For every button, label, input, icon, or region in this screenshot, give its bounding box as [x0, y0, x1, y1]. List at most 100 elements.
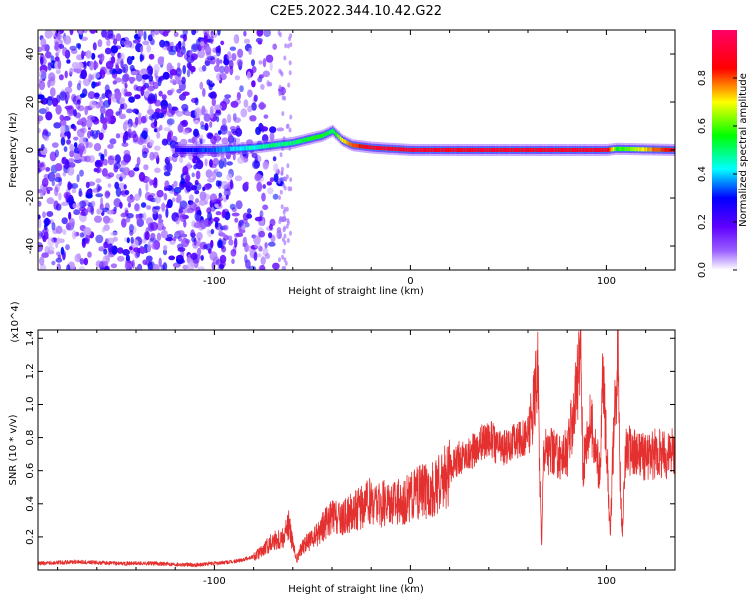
trace-core — [410, 148, 412, 152]
noise-blob — [182, 30, 188, 37]
trace-core — [421, 148, 423, 152]
noise-blob — [146, 65, 153, 75]
trace-core — [639, 147, 641, 152]
trace-core — [212, 148, 215, 152]
trace-core — [264, 144, 267, 149]
noise-blob — [51, 222, 56, 231]
noise-blob — [165, 208, 169, 218]
noise-blob — [140, 115, 147, 124]
trace-core — [568, 148, 571, 152]
trace-core — [289, 141, 292, 146]
trace-core — [512, 148, 514, 152]
noise-blob — [128, 76, 136, 82]
noise-blob — [113, 198, 122, 208]
noise-blob — [229, 179, 234, 190]
noise-blob — [212, 170, 217, 181]
noise-blob — [196, 214, 201, 225]
trace-core — [256, 145, 259, 150]
trace-core — [441, 148, 444, 152]
noise-blob — [55, 203, 62, 211]
noise-blob — [281, 111, 285, 117]
trace-core — [327, 131, 329, 136]
snr-x-tick-label: 100 — [597, 576, 616, 587]
trace-core — [433, 148, 436, 152]
trace-core — [184, 148, 187, 152]
noise-blob — [251, 66, 257, 73]
noise-blob — [191, 236, 196, 242]
trace-core — [438, 148, 441, 152]
noise-blob — [54, 177, 62, 183]
noise-blob — [262, 58, 267, 68]
noise-blob — [145, 182, 149, 192]
noise-blob — [167, 199, 173, 209]
noise-blob — [72, 203, 77, 209]
noise-blob — [125, 254, 130, 262]
noise-blob — [109, 68, 117, 75]
noise-blob — [251, 59, 255, 67]
noise-blob — [161, 94, 167, 100]
noise-blob — [257, 40, 263, 45]
noise-blob — [60, 137, 66, 146]
noise-blob — [289, 42, 293, 48]
trace-core — [521, 148, 524, 152]
noise-blob — [51, 180, 55, 187]
trace-core — [452, 148, 455, 152]
snr-y-tick-label: 0.6 — [25, 463, 36, 479]
trace-core — [233, 146, 235, 151]
noise-blob — [226, 51, 232, 61]
signal-trace — [175, 124, 675, 156]
trace-core — [360, 144, 362, 149]
noise-blob — [129, 230, 134, 236]
noise-blob — [176, 194, 182, 204]
noise-blob — [191, 136, 196, 144]
trace-core — [546, 148, 549, 152]
noise-blob — [259, 101, 265, 111]
trace-core — [459, 148, 461, 152]
noise-blob — [46, 211, 54, 217]
trace-core — [559, 148, 561, 152]
noise-blob — [137, 263, 143, 270]
noise-blob — [242, 236, 248, 247]
noise-blob — [146, 176, 151, 182]
noise-blob — [289, 114, 293, 120]
noise-blob — [246, 213, 253, 219]
noise-blob — [67, 131, 71, 140]
trace-core — [225, 147, 227, 152]
noise-blob — [194, 119, 200, 125]
noise-blob — [171, 106, 178, 112]
noise-blob — [178, 40, 182, 50]
noise-blob — [203, 35, 208, 45]
trace-core — [393, 146, 395, 151]
snr-x-tick-label: 0 — [407, 576, 413, 587]
noise-blob — [256, 181, 263, 192]
noise-blob — [85, 181, 90, 189]
noise-blob — [163, 171, 171, 177]
trace-core — [446, 148, 449, 152]
noise-blob — [128, 170, 135, 178]
noise-blob — [203, 244, 208, 250]
noise-blob — [39, 188, 44, 199]
noise-blob — [206, 229, 211, 234]
noise-blob — [266, 181, 272, 186]
spectrogram-y-tick-label: 20 — [25, 96, 36, 109]
noise-blob — [229, 46, 237, 51]
noise-blob — [85, 50, 92, 59]
noise-blob — [198, 199, 207, 206]
noise-blob — [55, 225, 63, 234]
noise-blob — [197, 49, 206, 59]
trace-core — [339, 136, 342, 141]
noise-blob — [210, 228, 215, 235]
noise-blob — [158, 90, 163, 97]
colorbar-tick-label: 0.0 — [697, 262, 708, 278]
noise-blob — [182, 264, 189, 270]
noise-blob — [87, 142, 93, 148]
noise-blob — [124, 190, 130, 195]
noise-blob — [205, 51, 212, 58]
noise-blob — [159, 124, 163, 131]
noise-blob — [101, 168, 108, 177]
trace-core — [465, 148, 467, 152]
spectrogram-noise-background — [38, 30, 293, 270]
noise-blob — [210, 239, 214, 249]
noise-blob — [38, 214, 41, 220]
